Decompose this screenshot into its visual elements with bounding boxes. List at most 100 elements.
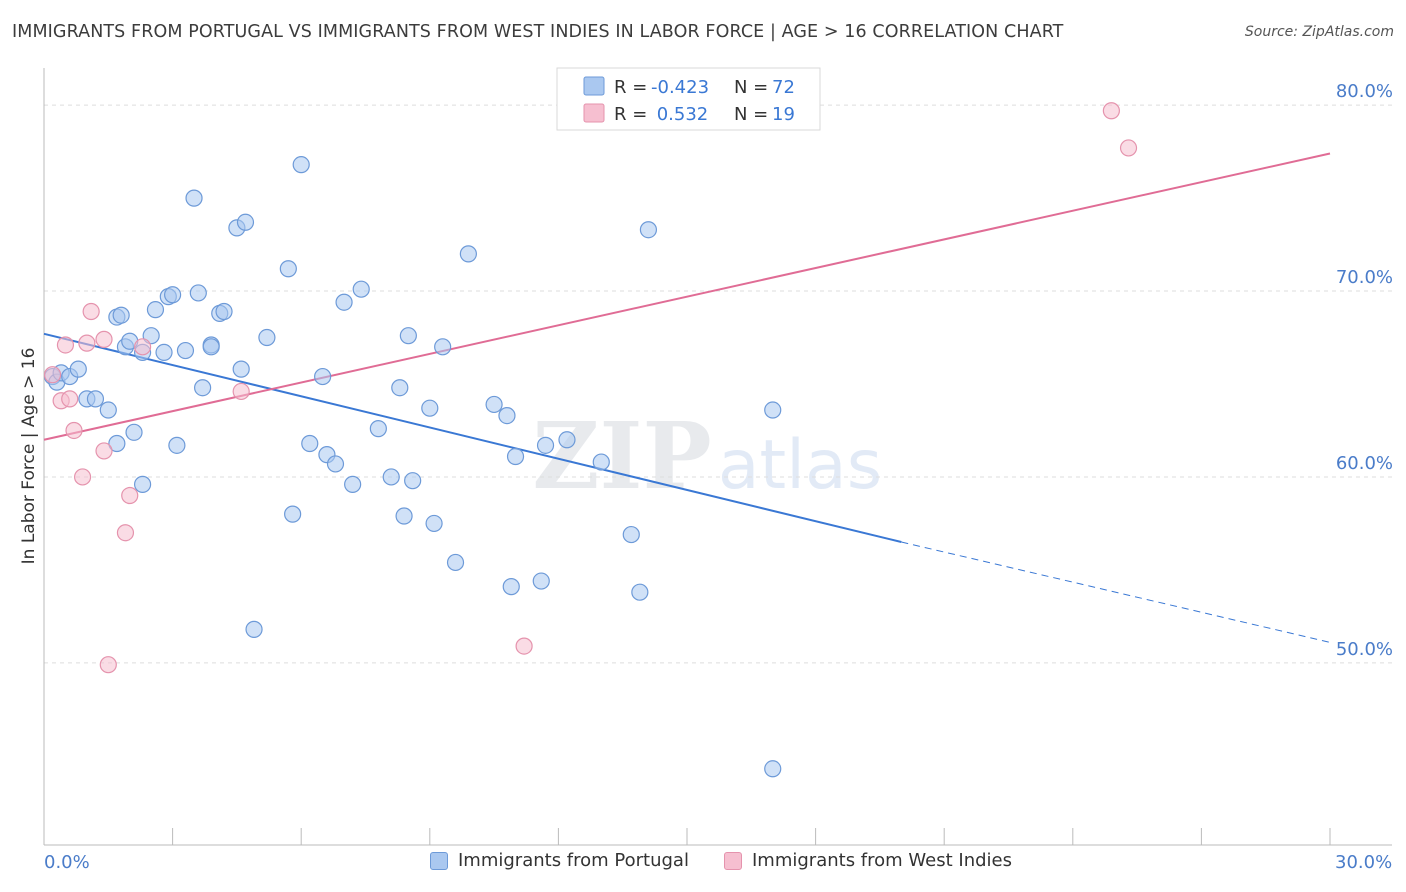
y-axis-label: In Labor Force | Age > 16 [19,348,39,565]
y-tick-label-60: 60.0% [1336,453,1393,474]
point-portugal-53 [434,338,452,356]
legend-n-value-2: 19 [772,104,795,125]
legend-marker-west-indies [724,851,742,870]
point-portugal-31 [232,360,250,378]
series-legend: Immigrants from Portugal Immigrants from… [0,850,1406,880]
point-portugal-43 [344,475,362,493]
point-portugal-48 [395,507,413,525]
legend-text-portugal: Immigrants from Portugal [458,850,689,871]
point-portugal-9 [108,434,126,453]
legend-r-label-2: R = [614,104,647,125]
point-portugal-18 [155,343,173,362]
point-portugal-15 [133,475,152,493]
point-portugal-45 [369,420,387,438]
point-portugal-24 [189,284,207,302]
axes: 50.0% 60.0% 70.0% 80.0% [43,68,1393,846]
point-portugal-34 [258,328,276,347]
point-portugal-56 [485,395,503,414]
y-tick-label-80: 80.0% [1336,81,1393,102]
stats-legend: R = -0.423 N = 72 R = 0.532 N = 19 [556,67,821,131]
x-tick-label-min: 0.0% [44,852,90,873]
gridlines [44,104,1392,664]
trend-line-portugal [43,332,902,543]
point-west-indies-17 [1119,139,1138,157]
point-portugal-68 [764,760,782,778]
x-tick-label-max: 30.0% [1335,852,1393,873]
point-portugal-44 [352,280,370,298]
watermark: ZIP atlas [532,402,882,510]
point-portugal-32 [236,213,255,231]
point-portugal-54 [446,553,465,572]
point-portugal-51 [421,399,439,417]
point-west-indies-7 [82,302,100,321]
point-west-indies-2 [56,336,75,354]
legend-item-west-indies[interactable]: Immigrants from West Indies [724,850,1012,871]
point-west-indies-5 [73,468,92,486]
source-credit: Source: ZipAtlas.com [1244,24,1394,40]
trend-line-portugal-extrapolated [901,541,1331,643]
point-portugal-39 [314,367,332,386]
point-portugal-65 [631,583,649,601]
point-west-indies-10 [99,656,117,674]
point-portugal-37 [292,156,310,174]
point-west-indies-3 [61,390,79,408]
legend-text-west-indies: Immigrants from West Indies [752,850,1012,871]
point-portugal-64 [622,525,640,544]
point-portugal-42 [335,293,353,311]
point-west-indies-13 [133,338,152,356]
point-west-indies-6 [78,334,96,352]
point-portugal-59 [506,447,525,466]
point-portugal-49 [399,327,417,345]
point-portugal-4 [69,360,87,378]
point-portugal-41 [326,455,345,473]
point-portugal-29 [215,302,233,321]
point-portugal-35 [279,260,297,278]
point-portugal-47 [391,379,409,397]
point-portugal-60 [532,572,550,590]
point-portugal-33 [245,620,263,638]
point-portugal-38 [301,434,319,453]
point-portugal-20 [164,286,182,304]
legend-r-value-2: 0.532 [651,104,708,125]
point-portugal-61 [536,436,555,454]
legend-marker-portugal [430,851,448,870]
legend-n-value-1: 72 [772,77,795,98]
point-portugal-27 [202,338,220,356]
point-portugal-52 [425,514,443,533]
trend-line-west-indies [43,152,1331,441]
point-west-indies-11 [116,524,135,542]
point-portugal-23 [185,189,203,207]
legend-n-label-2: N = [734,104,768,125]
legend-r-label-1: R = [614,77,647,98]
point-portugal-6 [86,390,105,408]
data-points [43,102,1138,778]
watermark-atlas: atlas [718,426,882,505]
point-portugal-57 [498,407,516,425]
legend-n-label-1: N = [734,77,768,98]
point-portugal-50 [404,472,422,490]
point-portugal-36 [284,505,302,523]
point-portugal-25 [194,379,212,397]
chart-title: IMMIGRANTS FROM PORTUGAL VS IMMIGRANTS F… [12,22,1064,42]
point-portugal-58 [502,578,520,596]
point-portugal-22 [176,341,195,360]
point-west-indies-15 [515,637,533,655]
legend-item-portugal[interactable]: Immigrants from Portugal [430,850,689,871]
legend-swatch-west-indies [583,103,605,123]
point-portugal-10 [112,306,130,324]
point-west-indies-16 [1102,102,1120,120]
point-portugal-21 [168,436,186,454]
point-portugal-46 [382,468,400,486]
point-portugal-17 [146,301,165,319]
y-tick-label-70: 70.0% [1336,267,1393,288]
point-portugal-66 [639,221,658,239]
point-portugal-55 [459,245,477,263]
point-west-indies-9 [95,442,113,460]
point-portugal-62 [558,431,576,449]
point-portugal-13 [125,423,143,441]
point-portugal-63 [592,453,610,471]
legend-r-value-1: -0.423 [651,77,709,98]
trend-lines [43,152,1331,643]
watermark-zip: ZIP [532,402,711,510]
